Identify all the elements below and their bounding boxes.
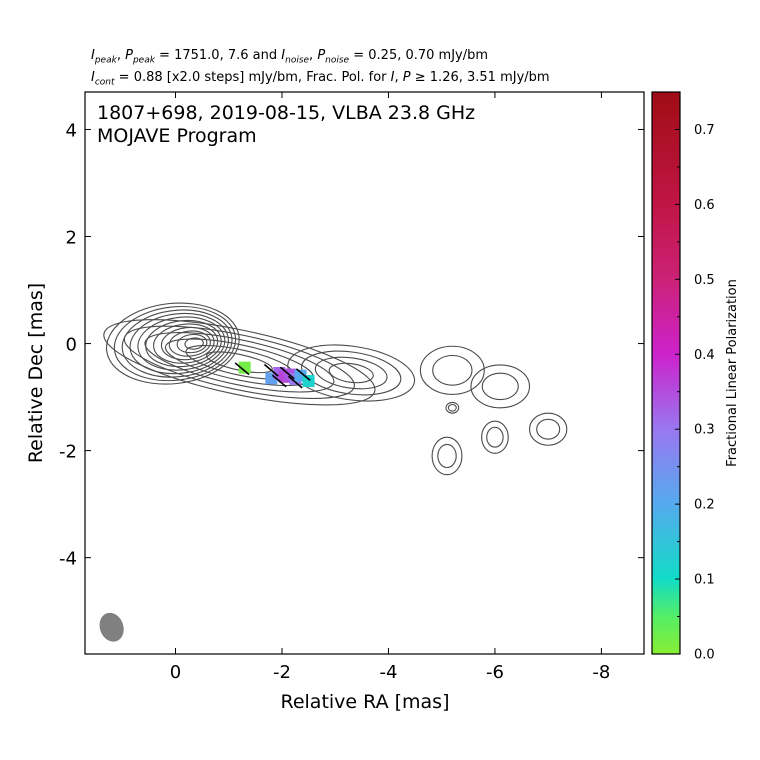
evpa-tick [287, 375, 303, 389]
colorbar-ticks: 0.0 0.1 0.2 0.3 0.4 0.5 0.6 0.7 [675, 123, 715, 663]
contour-layer [103, 302, 568, 476]
contour-line [528, 412, 568, 446]
x-axis-label: Relative RA [mas] [280, 691, 449, 713]
y-tick-label: -4 [59, 549, 77, 570]
contour-line [301, 350, 402, 396]
contour-line [328, 362, 374, 384]
evpa-tick [271, 374, 287, 388]
evpa-tick [263, 363, 279, 377]
evpa-tick-layer [234, 362, 311, 389]
contour-line [314, 356, 388, 390]
cont-text: = 0.88 [x2.0 steps] mJy/bm, Frac. Pol. f… [118, 70, 387, 85]
i-noise-subscript: noise [285, 55, 310, 66]
plot-area [99, 302, 568, 642]
evpa-tick [295, 368, 311, 382]
i-symbol: I [390, 70, 395, 85]
colorbar: 0.0 0.1 0.2 0.3 0.4 0.5 0.6 0.7 Fractional Line… [651, 91, 740, 663]
contour-line [470, 364, 531, 409]
x-tick-label: -4 [379, 662, 397, 683]
beam-ellipse [99, 612, 124, 642]
colorbar-tick-label: 0.4 [694, 348, 715, 363]
beam-layer [99, 612, 124, 642]
y-tick-label: 4 [66, 120, 77, 141]
header-line-1: Ipeak, Ppeak = 1751.0, 7.6 and Inoise, P… [91, 48, 489, 66]
colorbar-tick-label: 0.0 [694, 648, 715, 663]
x-tick-label: 0 [170, 662, 181, 683]
i-peak-symbol: I [91, 48, 95, 63]
polarization-pixel [302, 375, 315, 388]
contour-line [184, 337, 204, 350]
axis-ticks: 0 -2 -4 -6 -8 4 2 0 -2 -4 [59, 92, 644, 683]
contour-line [432, 354, 473, 386]
contour-line [153, 323, 219, 364]
p-peak-symbol: P [125, 48, 133, 63]
colorbar-tick-label: 0.1 [694, 573, 715, 588]
colorbar-tick-label: 0.5 [694, 273, 715, 288]
contour-line [419, 345, 485, 395]
contour-line [536, 418, 561, 440]
i-noise-symbol: I [281, 48, 286, 63]
y-tick-label: 0 [66, 335, 77, 356]
contour-line [103, 319, 376, 406]
threshold-values: ≥ 1.26, 3.51 mJy/bm [414, 70, 550, 85]
noise-values: 0.25, 0.70 mJy/bm [368, 48, 489, 63]
contour-line [431, 436, 463, 476]
y-tick-label: 2 [66, 228, 77, 249]
contour-line [481, 372, 519, 401]
p-noise-subscript: noise [325, 55, 350, 66]
colorbar-tick-label: 0.7 [694, 123, 715, 138]
y-axis-label: Relative Dec [mas] [25, 283, 47, 463]
peak-values: 1751.0, 7.6 [174, 48, 249, 63]
evpa-tick [279, 366, 295, 380]
i-cont-subscript: cont [94, 77, 115, 88]
p-peak-subscript: peak [132, 55, 155, 66]
header-line-2: Icont = 0.88 [x2.0 steps] mJy/bm, Frac. … [91, 70, 550, 88]
contour-line [481, 420, 509, 454]
evpa-tick [234, 362, 250, 376]
contour-line [205, 351, 273, 374]
plot-frame [84, 91, 645, 655]
contour-line [144, 332, 335, 393]
x-tick-label: -6 [486, 662, 504, 683]
contour-line [176, 333, 208, 354]
contour-line [168, 330, 212, 357]
y-tick-label: -2 [59, 442, 77, 463]
i-cont-symbol: I [91, 70, 95, 85]
contour-line [287, 344, 416, 402]
p-noise-symbol: P [317, 48, 326, 63]
p-symbol: P [402, 70, 411, 85]
contour-line [447, 403, 457, 412]
colorbar-tick-label: 0.3 [694, 423, 715, 438]
colorbar-bar [651, 91, 681, 655]
chart-title-line-1: 1807+698, 2019-08-15, VLBA 23.8 GHz [97, 102, 475, 124]
chart-title-line-2: MOJAVE Program [97, 125, 257, 147]
contour-line [437, 443, 457, 469]
colorbar-tick-label: 0.6 [694, 198, 715, 213]
polarization-pixel [238, 361, 251, 374]
contour-line [486, 426, 504, 448]
i-peak-subscript: peak [94, 55, 117, 66]
contour-line [123, 325, 355, 399]
x-tick-label: -2 [273, 662, 291, 683]
contour-line [105, 302, 240, 385]
x-tick-label: -8 [592, 662, 610, 683]
colorbar-tick-label: 0.2 [694, 498, 715, 513]
contour-line [445, 401, 460, 414]
colorbar-label: Fractional Linear Polarization [725, 279, 740, 467]
